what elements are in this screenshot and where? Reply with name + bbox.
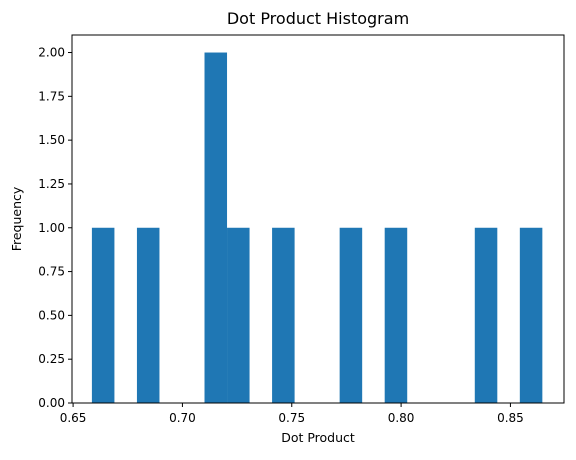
x-axis-label: Dot Product	[281, 430, 355, 445]
x-tick-label: 0.80	[388, 411, 415, 425]
histogram-bar-3	[205, 53, 228, 403]
y-tick-label: 0.75	[38, 265, 65, 279]
histogram-bar-5	[272, 228, 295, 403]
chart-title: Dot Product Histogram	[227, 9, 409, 28]
x-tick-label: 0.65	[60, 411, 87, 425]
x-axis: 0.65 0.70 0.75 0.80 0.85	[60, 403, 524, 425]
y-tick-label: 1.00	[38, 221, 65, 235]
y-tick-label: 2.00	[38, 46, 65, 60]
y-axis: 0.00 0.25 0.50 0.75 1.00 1.25 1.50 1.75 2.00	[38, 46, 72, 410]
histogram-bar-1	[92, 228, 115, 403]
histogram-bar-9	[520, 228, 543, 403]
y-tick-label: 1.75	[38, 89, 65, 103]
x-tick-label: 0.70	[169, 411, 196, 425]
bars-group	[92, 53, 542, 403]
x-tick-label: 0.85	[497, 411, 524, 425]
y-tick-label: 0.00	[38, 396, 65, 410]
histogram-bar-6	[340, 228, 363, 403]
histogram-bar-8	[475, 228, 498, 403]
y-tick-label: 1.50	[38, 133, 65, 147]
y-tick-label: 0.50	[38, 308, 65, 322]
y-tick-label: 0.25	[38, 352, 65, 366]
histogram-bar-7	[385, 228, 408, 403]
x-tick-label: 0.75	[278, 411, 305, 425]
histogram-bar-4	[227, 228, 250, 403]
histogram-bar-2	[137, 228, 160, 403]
y-axis-label: Frequency	[9, 186, 24, 251]
y-tick-label: 1.25	[38, 177, 65, 191]
